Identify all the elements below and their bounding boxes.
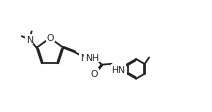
Text: N: N (26, 35, 33, 44)
Text: O: O (91, 69, 98, 78)
Text: HN: HN (112, 65, 126, 74)
Text: O: O (47, 33, 54, 42)
Text: NH: NH (85, 53, 99, 62)
Text: N: N (80, 53, 87, 62)
